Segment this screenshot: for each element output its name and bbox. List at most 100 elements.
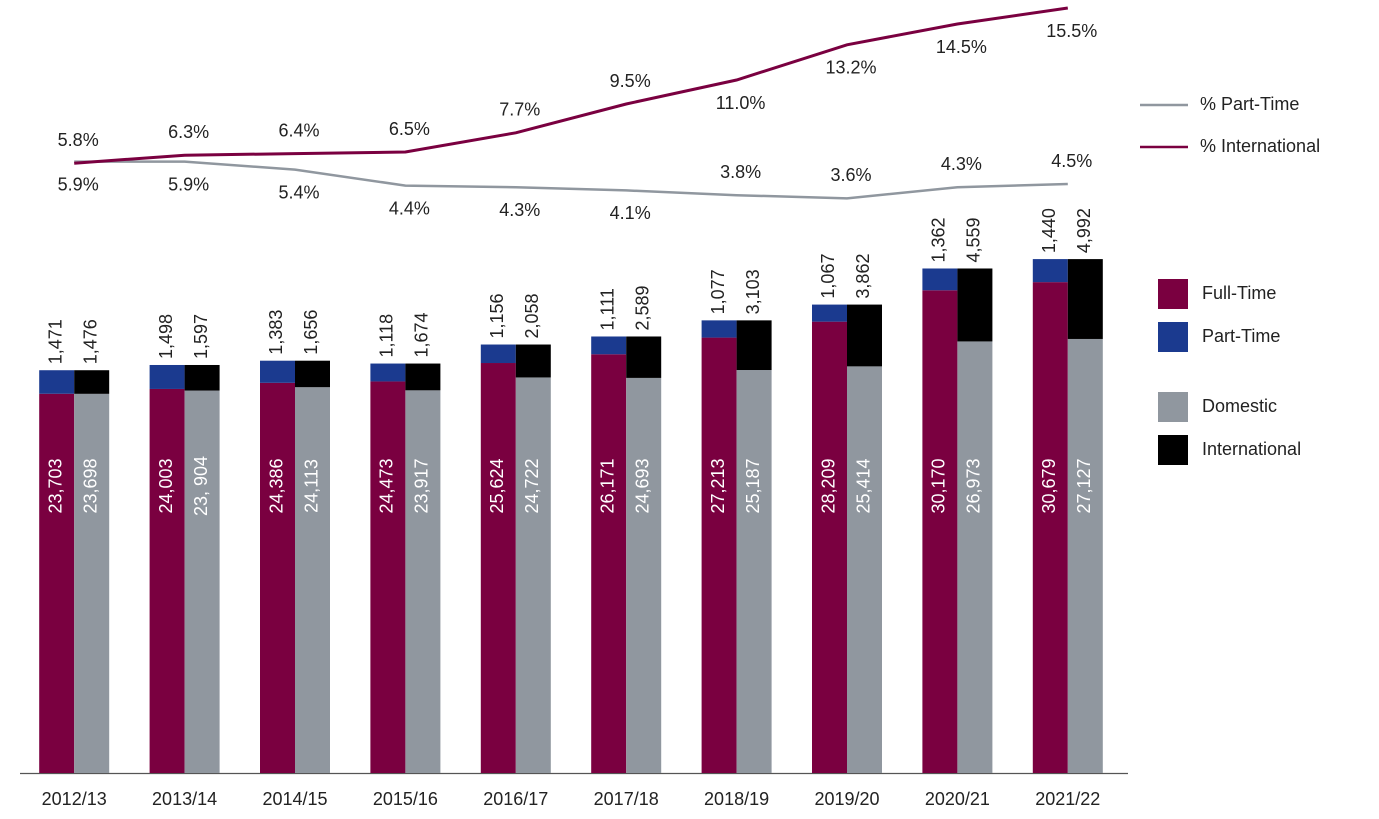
line-value-label: 4.4% (389, 198, 430, 218)
bar-segment (922, 290, 958, 773)
bar-segment (480, 344, 516, 364)
bar-value-label: 26,973 (964, 458, 984, 513)
legend-swatch (1158, 322, 1188, 352)
bar-segment (957, 341, 993, 773)
bar-segment (812, 321, 847, 773)
bar-value-label: 2,058 (522, 293, 542, 338)
legend-label: % Part-Time (1200, 94, 1299, 114)
line-value-label: 15.5% (1046, 21, 1097, 41)
bar-segment (736, 320, 772, 371)
bar-value-label: 1,597 (191, 314, 211, 359)
bar-segment (295, 387, 330, 773)
x-tick-label: 2016/17 (483, 789, 548, 809)
x-tick-label: 2012/13 (42, 789, 107, 809)
bar-segment (626, 377, 662, 773)
bar-segment (736, 370, 772, 773)
bar-segment (480, 363, 516, 773)
bar-value-label: 24,722 (522, 458, 542, 513)
bar-value-label: 23,917 (412, 458, 432, 513)
bar-segment (370, 363, 406, 382)
bar-value-label: 24,386 (266, 458, 286, 513)
line-value-label: 14.5% (936, 37, 987, 57)
bar-value-label: 1,118 (377, 314, 397, 358)
bar-value-label: 1,656 (301, 310, 321, 355)
bar-segment (370, 381, 406, 773)
bar-value-label: 24,113 (301, 459, 321, 513)
legend-label: Domestic (1202, 396, 1277, 416)
legend-label: Part-Time (1202, 326, 1280, 346)
line-value-label: 5.9% (168, 174, 209, 194)
line-value-label: 6.4% (278, 120, 319, 140)
legend-label: % International (1200, 136, 1320, 156)
bar-value-label: 1,471 (45, 319, 65, 364)
bar-value-label: 27,213 (708, 458, 728, 513)
bar-segment (847, 366, 882, 773)
bar-value-label: 3,103 (743, 269, 763, 314)
bar-value-label: 25,624 (487, 458, 507, 513)
bar-value-label: 24,693 (632, 458, 652, 513)
x-tick-label: 2019/20 (814, 789, 879, 809)
bar-value-label: 30,170 (929, 458, 949, 513)
bar-value-label: 1,674 (412, 312, 432, 357)
line-value-label: 3.8% (720, 162, 761, 182)
bar-segment (957, 268, 993, 342)
bar-value-label: 30,679 (1039, 458, 1059, 513)
bar-value-label: 3,862 (853, 254, 873, 299)
line-value-label: 9.5% (610, 71, 651, 91)
legend-label: International (1202, 439, 1301, 459)
bar-segment (812, 304, 847, 322)
bar-value-label: 1,077 (708, 269, 728, 314)
x-tick-label: 2018/19 (704, 789, 769, 809)
line-value-label: 13.2% (825, 58, 876, 78)
bar-value-label: 26,171 (597, 458, 617, 513)
bar-value-label: 1,111 (597, 288, 617, 330)
bar-value-label: 4,559 (964, 217, 984, 262)
bar-segment (149, 388, 185, 773)
bar-segment (1067, 259, 1103, 339)
legend-swatch (1158, 435, 1188, 465)
bar-segment (260, 382, 295, 773)
bar-segment (515, 377, 551, 773)
bar-segment (1032, 282, 1068, 773)
bar-segment (922, 268, 958, 291)
legend-label: Full-Time (1202, 283, 1276, 303)
bar-segment (515, 344, 551, 378)
bar-segment (184, 390, 220, 773)
bar-value-label: 1,440 (1039, 208, 1059, 253)
legend-swatch (1158, 392, 1188, 422)
line-value-label: 7.7% (499, 100, 540, 120)
bar-segment (405, 390, 441, 773)
bar-value-label: 2,589 (632, 285, 652, 330)
line-value-label: 4.5% (1051, 151, 1092, 171)
bar-value-label: 1,476 (80, 319, 100, 364)
bar-segment (260, 360, 295, 383)
line-value-label: 4.3% (941, 154, 982, 174)
bar-value-label: 27,127 (1074, 458, 1094, 513)
x-tick-label: 2013/14 (152, 789, 217, 809)
line-value-label: 11.0% (716, 93, 766, 113)
x-tick-label: 2017/18 (594, 789, 659, 809)
bar-segment (701, 320, 737, 338)
line-value-label: 3.6% (830, 165, 871, 185)
line-value-label: 5.4% (278, 182, 319, 202)
bar-segment (701, 337, 737, 773)
bar-value-label: 24,003 (156, 458, 176, 513)
bar-segment (184, 364, 220, 391)
x-tick-label: 2021/22 (1035, 789, 1100, 809)
bar-value-label: 23, 904 (191, 456, 211, 516)
bar-segment (39, 370, 75, 394)
bar-value-label: 25,414 (853, 458, 873, 513)
bar-segment (74, 393, 110, 773)
bar-segment (74, 370, 110, 394)
x-tick-label: 2015/16 (373, 789, 438, 809)
bar-value-label: 24,473 (377, 458, 397, 513)
bar-value-label: 1,067 (818, 254, 838, 299)
legend-swatch (1158, 279, 1188, 309)
bar-segment (405, 363, 441, 391)
line-value-label: 5.9% (58, 174, 99, 194)
line (74, 6, 1069, 165)
line-value-label: 5.8% (58, 130, 99, 150)
bar-value-label: 23,698 (80, 458, 100, 513)
bar-segment (39, 393, 75, 773)
